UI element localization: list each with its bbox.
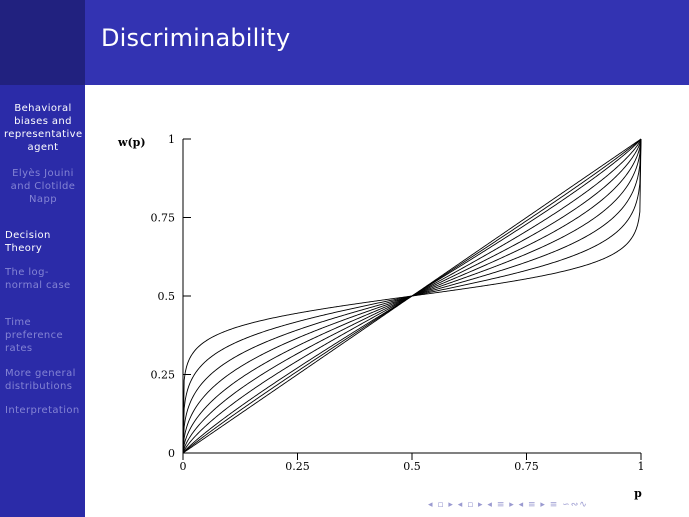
sidebar-author[interactable]: Elyès Jouini and Clotilde Napp bbox=[10, 168, 76, 205]
sidebar-section-log-normal-case[interactable]: The log-normal case bbox=[5, 267, 71, 291]
chart-axes bbox=[182, 138, 642, 460]
y-tick-label: 0.5 bbox=[158, 290, 176, 303]
sidebar-header bbox=[0, 0, 85, 85]
sidebar-section-time-preference-rates[interactable]: Time preference rates bbox=[5, 317, 64, 354]
x-tick-label: 0.75 bbox=[514, 460, 539, 473]
y-tick-label: 0.25 bbox=[151, 369, 176, 382]
x-tick-label: 1 bbox=[638, 460, 645, 473]
y-tick-label: 0.75 bbox=[151, 212, 176, 225]
x-axis-label: p bbox=[634, 487, 642, 500]
y-tick-label: 1 bbox=[168, 133, 175, 146]
weighting-curve bbox=[182, 138, 642, 454]
y-axis-label: w(p) bbox=[117, 136, 146, 149]
chart-curves bbox=[182, 138, 642, 454]
y-tick-label: 0 bbox=[168, 447, 175, 460]
chart-labels: 0 0.25 0.5 0.75 1 0 0.25 0.5 0.75 1 p w(p) bbox=[117, 133, 645, 500]
sidebar-section-interpretation[interactable]: Interpretation bbox=[5, 405, 80, 416]
x-tick-label: 0 bbox=[180, 460, 187, 473]
sidebar-section-more-general-distributions[interactable]: More general distributions bbox=[5, 368, 76, 392]
x-tick-label: 0.25 bbox=[285, 460, 310, 473]
sidebar-presentation-title[interactable]: Behavioral biases and representative age… bbox=[4, 103, 83, 153]
beamer-navigation-symbols[interactable]: ◂ ▫ ▸ ◂ ▫ ▸ ◂ ≡ ▸ ◂ ≡ ▸ ≡ ∽∾∿ bbox=[428, 500, 588, 510]
x-tick-label: 0.5 bbox=[403, 460, 421, 473]
frame-title: Discriminability bbox=[101, 24, 291, 52]
sidebar bbox=[0, 0, 85, 517]
sidebar-section-decision-theory[interactable]: Decision Theory bbox=[5, 230, 51, 254]
frame-header bbox=[85, 0, 689, 85]
